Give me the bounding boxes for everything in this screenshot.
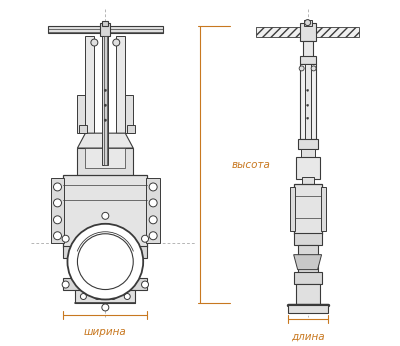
Circle shape [62,235,69,242]
Circle shape [149,216,157,224]
Circle shape [54,183,62,191]
Circle shape [102,304,109,311]
Bar [64,277,147,290]
Circle shape [54,199,62,207]
Bar [300,22,316,40]
Circle shape [142,235,148,242]
Circle shape [78,234,133,290]
Bar [305,64,311,139]
Circle shape [80,293,86,300]
Bar [76,290,135,303]
Bar [304,20,312,26]
Circle shape [68,224,143,300]
Bar [296,157,320,179]
Bar [125,95,133,133]
Circle shape [149,232,157,240]
Bar [294,272,322,284]
Bar [64,246,147,258]
Circle shape [54,216,62,224]
Bar [64,175,147,247]
Polygon shape [294,255,322,270]
Bar [116,36,125,133]
Circle shape [54,232,62,240]
Bar [300,64,316,139]
Bar [296,284,320,306]
Bar [78,95,85,133]
Bar [85,36,94,133]
Text: ширина: ширина [84,327,127,337]
Circle shape [307,117,309,119]
Bar [146,178,160,243]
Text: длина: длина [291,331,324,342]
Bar [301,149,315,157]
Circle shape [149,199,157,207]
Bar [256,27,300,37]
Bar [288,306,328,313]
Bar [320,187,326,231]
Circle shape [149,183,157,191]
Bar [300,56,316,64]
Bar [80,125,87,133]
Circle shape [142,281,148,288]
Bar [294,233,322,245]
Circle shape [104,119,106,121]
Bar [302,177,314,185]
Circle shape [307,104,309,106]
Circle shape [299,66,304,71]
Bar [102,36,108,165]
Bar [85,148,125,168]
Bar [303,40,313,58]
Bar [316,27,360,37]
Bar [104,36,107,165]
Bar [127,125,135,133]
Circle shape [102,212,109,219]
Circle shape [104,104,106,107]
Circle shape [311,66,316,71]
Bar [298,245,318,273]
Circle shape [62,281,69,288]
Bar [48,26,163,33]
Circle shape [110,293,116,300]
Circle shape [94,293,100,300]
Circle shape [307,89,309,91]
Bar [100,22,110,36]
Text: высота: высота [232,160,271,170]
Bar [298,139,318,149]
Circle shape [305,20,311,26]
Bar [102,21,108,26]
Circle shape [104,89,106,92]
Circle shape [91,39,98,46]
Polygon shape [78,133,133,148]
Circle shape [124,293,130,300]
Circle shape [113,39,120,46]
Bar [294,184,322,234]
Bar [50,178,64,243]
Bar [78,148,133,176]
Bar [290,187,295,231]
